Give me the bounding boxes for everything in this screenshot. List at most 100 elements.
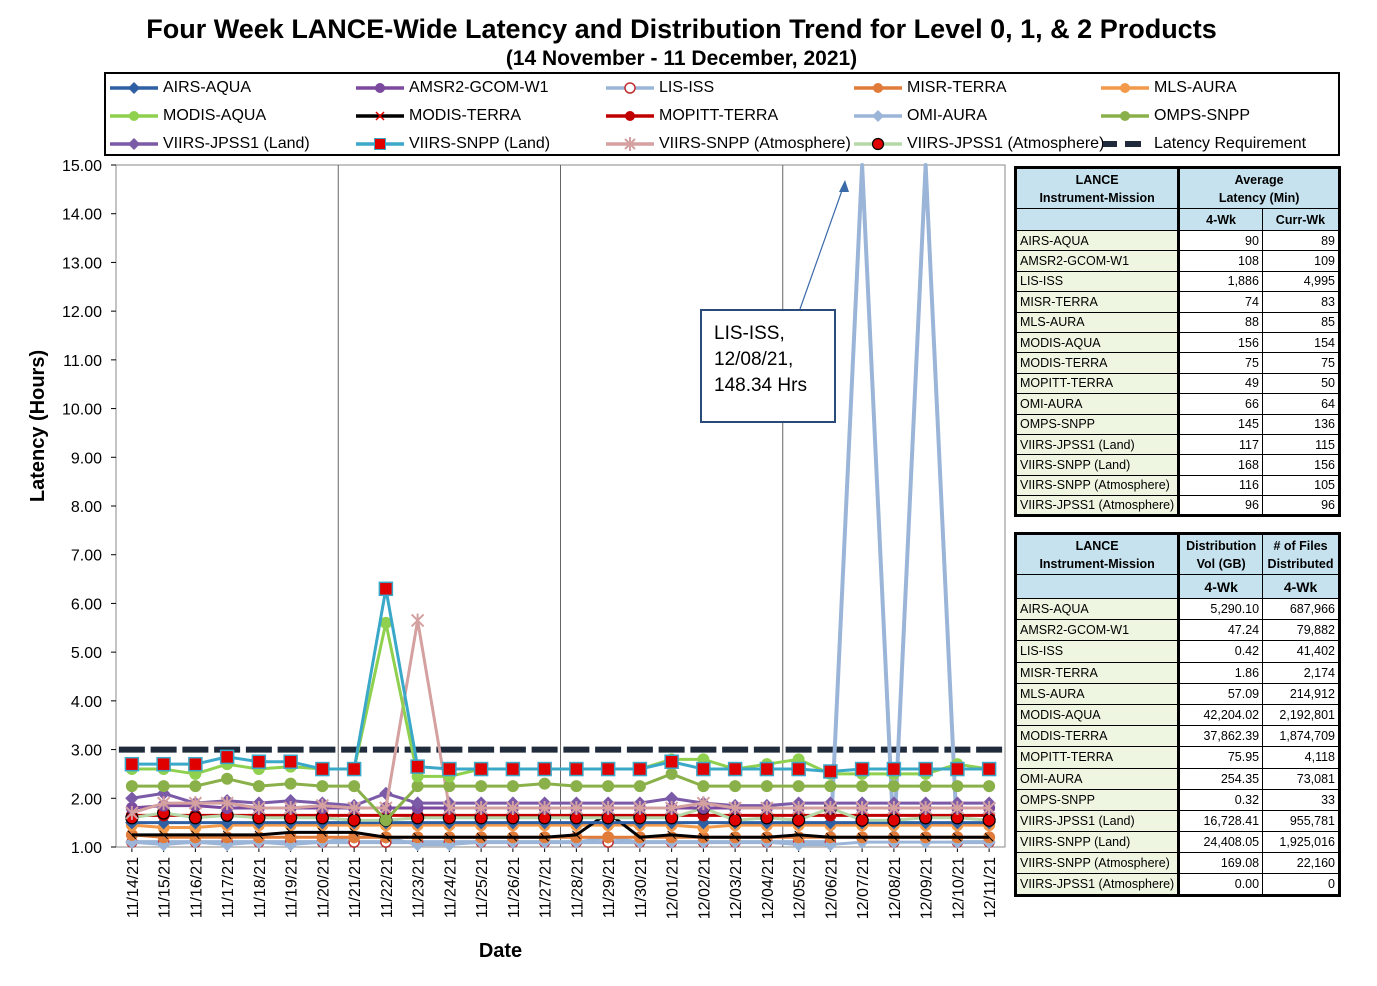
y-tick-label: 7.00 — [71, 548, 102, 565]
dist-cell-name: AIRS-AQUA — [1016, 599, 1179, 620]
dist-header-files-2: Distributed — [1266, 555, 1335, 573]
x-tick-label: 11/26/21 — [506, 857, 523, 918]
dist-cell-vol: 75.95 — [1179, 747, 1263, 768]
series-viirs-snpp-land-point — [443, 763, 456, 776]
dist-cell-files: 2,192,801 — [1263, 704, 1340, 725]
latency-cell-curr: 50 — [1262, 373, 1339, 393]
series-viirs-snpp-land-point — [983, 763, 996, 776]
y-tick-label: 5.00 — [71, 645, 102, 662]
latency-cell-curr: 64 — [1262, 394, 1339, 414]
latency-cell-name: MOPITT-TERRA — [1016, 373, 1179, 393]
legend-label-airs-aqua: AIRS-AQUA — [163, 79, 251, 97]
dist-row: AMSR2-GCOM-W1 47.24 79,882 — [1016, 620, 1340, 641]
x-tick-label: 12/10/21 — [950, 857, 967, 919]
x-tick-label: 11/22/21 — [379, 857, 396, 918]
dist-header-files: # of Files Distributed — [1263, 534, 1340, 575]
legend-label-viirs-jpss1-atmosphere: VIIRS-JPSS1 (Atmosphere) — [907, 135, 1104, 153]
series-viirs-snpp-land-point — [697, 763, 710, 776]
latency-cell-name: MLS-AURA — [1016, 312, 1179, 332]
dist-cell-name: OMI-AURA — [1016, 768, 1179, 789]
legend-item-viirs-jpss1-atmosphere: VIIRS-JPSS1 (Atmosphere) — [854, 132, 1104, 156]
x-tick-label: 11/28/21 — [569, 857, 586, 918]
y-tick-label: 15.00 — [62, 158, 102, 175]
legend-swatch-amsr2-gcom-w1 — [356, 80, 406, 96]
latency-row: MLS-AURA 88 85 — [1016, 312, 1340, 332]
series-viirs-snpp-land-point — [951, 763, 964, 776]
dist-cell-vol: 169.08 — [1179, 853, 1263, 874]
dist-header-files-1: # of Files — [1266, 537, 1335, 555]
latency-cell-wk4: 49 — [1179, 373, 1263, 393]
latency-row: MISR-TERRA 74 83 — [1016, 292, 1340, 312]
latency-header-average-1: Average — [1183, 171, 1335, 189]
x-tick-label: 11/16/21 — [188, 857, 205, 918]
legend-item-modis-aqua: MODIS-AQUA — [110, 104, 266, 128]
legend-item-viirs-snpp-atmosphere: VIIRS-SNPP (Atmosphere) — [606, 132, 851, 156]
latency-header-average-2: Latency (Min) — [1183, 189, 1335, 207]
series-omps-snpp-point — [666, 768, 677, 779]
dist-cell-vol: 254.35 — [1179, 768, 1263, 789]
dist-cell-name: VIIRS-JPSS1 (Land) — [1016, 810, 1179, 831]
dist-header-volume: Distribution Vol (GB) — [1179, 534, 1263, 575]
dist-cell-vol: 37,862.39 — [1179, 726, 1263, 747]
series-omps-snpp-point — [317, 781, 328, 792]
dist-cell-files: 79,882 — [1263, 620, 1340, 641]
y-tick-label: 6.00 — [71, 596, 102, 613]
latency-row: VIIRS-SNPP (Atmosphere) 116 105 — [1016, 475, 1340, 495]
legend-item-lis-iss: LIS-ISS — [606, 76, 714, 100]
latency-cell-wk4: 116 — [1179, 475, 1263, 495]
series-viirs-snpp-land-point — [919, 763, 932, 776]
dist-cell-files: 687,966 — [1263, 599, 1340, 620]
latency-cell-curr: 83 — [1262, 292, 1339, 312]
legend-label-modis-aqua: MODIS-AQUA — [163, 107, 266, 125]
legend-swatch-omi-aura — [854, 108, 904, 124]
legend-swatch-viirs-jpss1-atmosphere — [854, 136, 904, 152]
callout-line-3: 148.34 Hrs — [714, 373, 822, 399]
latency-cell-wk4: 1,886 — [1179, 271, 1263, 291]
dist-cell-name: MLS-AURA — [1016, 683, 1179, 704]
legend-label-mls-aura: MLS-AURA — [1154, 79, 1237, 97]
y-tick-label: 9.00 — [71, 450, 102, 467]
dist-row: OMI-AURA 254.35 73,081 — [1016, 768, 1340, 789]
latency-cell-curr: 105 — [1262, 475, 1339, 495]
latency-cell-name: VIIRS-JPSS1 (Land) — [1016, 434, 1179, 454]
y-tick-label: 14.00 — [62, 207, 102, 224]
legend-item-mopitt-terra: MOPITT-TERRA — [606, 104, 778, 128]
latency-header-average: Average Latency (Min) — [1179, 168, 1340, 209]
latency-cell-name: MODIS-AQUA — [1016, 332, 1179, 352]
legend-item-latency-requirement: Latency Requirement — [1101, 132, 1306, 156]
series-viirs-snpp-land-point — [189, 758, 202, 771]
series-viirs-snpp-land-point — [316, 763, 329, 776]
legend-label-viirs-jpss1-land: VIIRS-JPSS1 (Land) — [163, 135, 310, 153]
legend-swatch-airs-aqua — [110, 80, 160, 96]
series-viirs-snpp-land-point — [760, 763, 773, 776]
latency-cell-name: LIS-ISS — [1016, 271, 1179, 291]
series-omps-snpp-point — [190, 781, 201, 792]
series-omps-snpp-point — [476, 781, 487, 792]
dist-cell-vol: 24,408.05 — [1179, 832, 1263, 853]
y-tick-label: 13.00 — [62, 255, 102, 272]
x-tick-label: 11/24/21 — [442, 857, 459, 918]
dist-header-volume-2: Vol (GB) — [1183, 555, 1259, 573]
dist-cell-name: AMSR2-GCOM-W1 — [1016, 620, 1179, 641]
latency-cell-name: AIRS-AQUA — [1016, 231, 1179, 251]
latency-row: MOPITT-TERRA 49 50 — [1016, 373, 1340, 393]
latency-row: OMI-AURA 66 64 — [1016, 394, 1340, 414]
latency-cell-curr: 154 — [1262, 332, 1339, 352]
series-viirs-snpp-land-point — [729, 763, 742, 776]
legend-swatch-viirs-jpss1-land — [110, 136, 160, 152]
y-tick-label: 3.00 — [71, 743, 102, 760]
series-omps-snpp-point — [158, 781, 169, 792]
dist-cell-files: 41,402 — [1263, 641, 1340, 662]
series-omps-snpp-point — [507, 781, 518, 792]
dist-row: MODIS-AQUA 42,204.02 2,192,801 — [1016, 704, 1340, 725]
series-viirs-snpp-land-point — [538, 763, 551, 776]
x-tick-label: 11/19/21 — [284, 857, 301, 918]
legend-label-modis-terra: MODIS-TERRA — [409, 107, 521, 125]
chart-subtitle: (14 November - 11 December, 2021) — [0, 47, 1363, 71]
callout-line-2: 12/08/21, — [714, 347, 822, 373]
legend-label-mopitt-terra: MOPITT-TERRA — [659, 107, 778, 125]
x-tick-label: 11/20/21 — [315, 857, 332, 918]
series-omps-snpp-point — [952, 781, 963, 792]
dist-row: VIIRS-JPSS1 (Atmosphere) 0.00 0 — [1016, 874, 1340, 895]
latency-subheader-blank — [1016, 209, 1179, 231]
